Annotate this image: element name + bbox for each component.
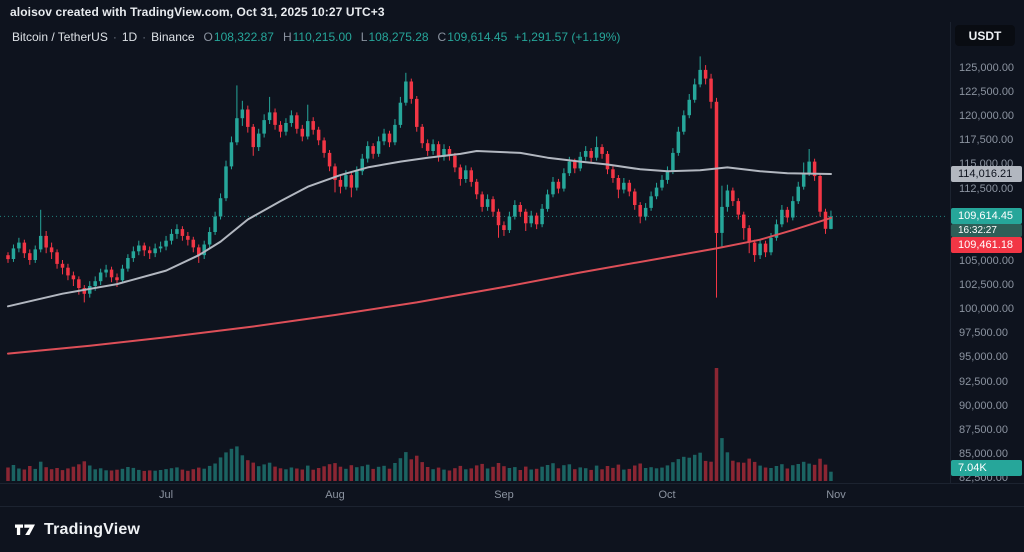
interval-label[interactable]: 1D <box>121 30 138 44</box>
price-axis-tick: 95,000.00 <box>959 351 1008 364</box>
time-axis-tick: Nov <box>826 489 846 501</box>
high-value: 110,215.00 <box>292 30 352 44</box>
tradingview-logo-icon[interactable] <box>14 522 36 537</box>
time-axis-tick: Oct <box>658 489 676 501</box>
change-value: +1,291.57 (+1.19%) <box>514 30 621 44</box>
currency-toggle-button[interactable]: USDT <box>955 25 1015 46</box>
price-axis-tick: 120,000.00 <box>959 110 1015 123</box>
time-axis[interactable]: Jul Aug Sep Oct Nov <box>0 483 1024 507</box>
time-axis-tick: Sep <box>494 489 514 501</box>
time-axis-tick: Aug <box>325 489 345 501</box>
symbol-name[interactable]: Bitcoin / TetherUS <box>12 30 108 44</box>
time-axis-tick: Jul <box>158 489 174 501</box>
price-axis-tick: 100,000.00 <box>959 303 1015 316</box>
volume-value-label: 7.04K <box>951 460 1022 476</box>
price-axis-tick: 122,500.00 <box>959 86 1015 99</box>
price-axis-tick: 112,500.00 <box>959 182 1014 195</box>
ma-slow-price-label: 109,461.18 <box>951 237 1022 254</box>
last-price-label: 109,614.45 <box>951 208 1022 225</box>
ma-fast-price-label: 114,016.21 <box>951 165 1022 182</box>
price-axis-tick: 92,500.00 <box>959 375 1008 388</box>
tradingview-brand[interactable]: TradingView <box>44 520 141 538</box>
bar-countdown-label: 16:32:27 <box>951 224 1022 238</box>
low-label: L <box>360 30 368 44</box>
price-axis-tick: 105,000.00 <box>959 254 1015 267</box>
price-axis-tick: 85,000.00 <box>959 447 1008 460</box>
price-axis-tick: 102,500.00 <box>959 279 1015 292</box>
open-value: 108,322.87 <box>213 30 274 44</box>
price-axis-tick: 125,000.00 <box>959 62 1015 74</box>
price-axis-tick: 117,500.00 <box>959 134 1014 147</box>
low-value: 108,275.28 <box>368 30 429 44</box>
high-label: H <box>282 30 292 44</box>
exchange-label: Binance <box>151 30 195 44</box>
footer-bar: TradingView <box>0 506 1024 552</box>
attribution-text: aloisov created with TradingView.com, Oc… <box>10 5 385 19</box>
open-label: O <box>203 30 213 44</box>
close-label: C <box>437 30 447 44</box>
price-axis-tick: 87,500.00 <box>959 423 1008 436</box>
close-value: 109,614.45 <box>447 30 508 44</box>
price-axis-tick: 97,500.00 <box>959 327 1008 340</box>
price-axis-tick: 90,000.00 <box>959 399 1008 412</box>
legend-separator: · <box>142 30 147 44</box>
legend-separator: · <box>112 30 117 44</box>
symbol-legend[interactable]: Bitcoin / TetherUS · 1D · Binance O108,322.87… <box>12 30 620 44</box>
